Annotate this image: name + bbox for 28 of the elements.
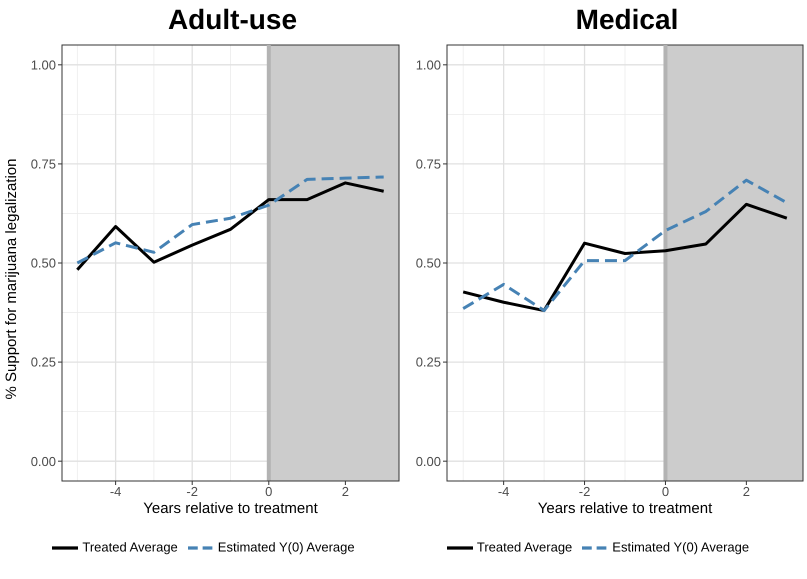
x-tick-label: -2 — [578, 484, 590, 500]
y-tick-label: 0.25 — [30, 354, 56, 370]
x-tick-label: 0 — [265, 484, 272, 500]
y-tick-label: 0.50 — [30, 256, 56, 271]
chart-title: Adult-use — [166, 4, 298, 36]
line-series — [462, 202, 788, 312]
x-tick-label: -2 — [186, 484, 198, 500]
legend-label: Treated Average — [82, 539, 178, 554]
x-tick-label: 0 — [662, 484, 670, 500]
y-tick-label: 0.00 — [416, 454, 441, 469]
x-tick-label: 2 — [742, 484, 750, 500]
y-tick-label: 1.00 — [416, 57, 441, 72]
x-tick-label: 2 — [342, 484, 350, 500]
legend-label: Estimated Y(0) Average — [612, 539, 750, 554]
x-tick-label: -4 — [110, 484, 122, 500]
y-tick-label: 0.25 — [416, 354, 441, 370]
y-tick-label: 0.75 — [416, 156, 441, 172]
x-axis-title: Years relative to treatment — [143, 500, 319, 517]
y-axis-title: % Support for marijuana legalization — [3, 158, 21, 402]
y-tick-label: 0.00 — [30, 454, 56, 469]
legend-label: Estimated Y(0) Average — [218, 539, 355, 554]
legend-label: Treated Average — [476, 539, 572, 554]
y-tick-label: 0.50 — [416, 256, 441, 271]
x-axis-title: Years relative to treatment — [538, 500, 714, 517]
x-tick-label: -4 — [498, 484, 510, 500]
y-tick-label: 0.75 — [30, 156, 56, 172]
y-tick-label: 1.00 — [30, 57, 56, 72]
chart-title: Medical — [574, 4, 680, 36]
